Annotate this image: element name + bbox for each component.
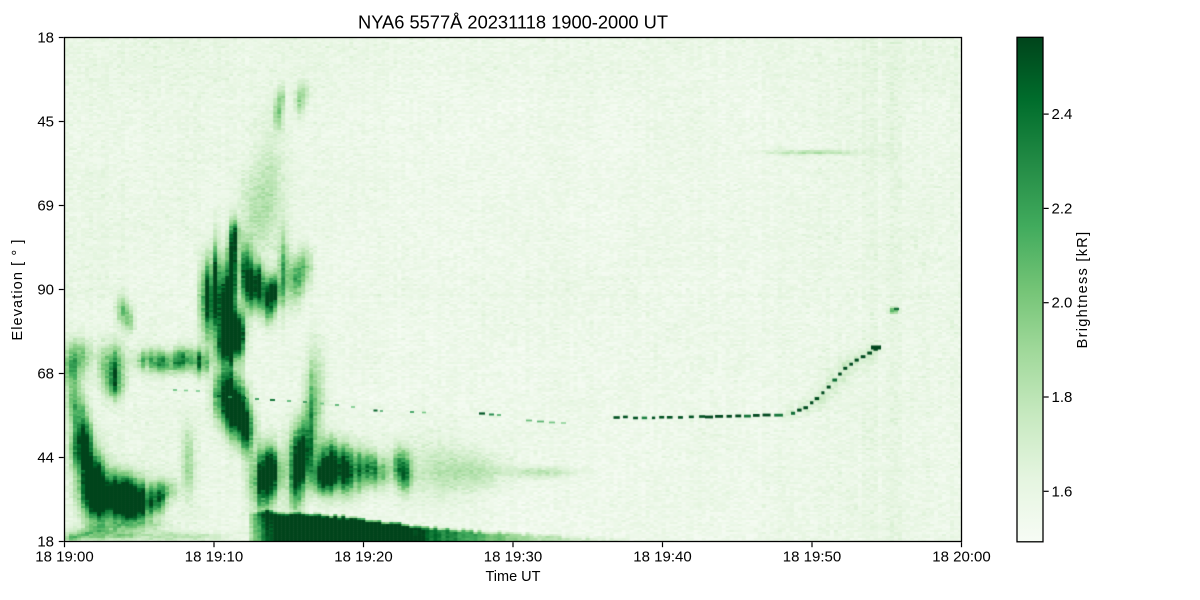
svg-text:1.8: 1.8 bbox=[1052, 389, 1073, 406]
svg-text:18 19:10: 18 19:10 bbox=[185, 549, 243, 566]
svg-text:Brightness [kR]: Brightness [kR] bbox=[1075, 231, 1091, 349]
svg-text:69: 69 bbox=[37, 198, 54, 215]
svg-text:Time UT: Time UT bbox=[485, 569, 540, 585]
svg-text:2.0: 2.0 bbox=[1052, 295, 1073, 312]
svg-text:18: 18 bbox=[37, 534, 54, 551]
svg-text:NYA6 5577Å 20231118 1900-2000: NYA6 5577Å 20231118 1900-2000 UT bbox=[358, 12, 668, 33]
svg-text:18 19:00: 18 19:00 bbox=[35, 549, 93, 566]
svg-text:2.2: 2.2 bbox=[1052, 200, 1073, 217]
svg-text:44: 44 bbox=[37, 450, 54, 467]
svg-text:18 19:40: 18 19:40 bbox=[633, 549, 691, 566]
svg-text:2.4: 2.4 bbox=[1052, 106, 1073, 123]
svg-text:1.6: 1.6 bbox=[1052, 483, 1073, 500]
svg-text:45: 45 bbox=[37, 114, 54, 131]
svg-text:18 19:20: 18 19:20 bbox=[334, 549, 392, 566]
svg-text:18: 18 bbox=[37, 30, 54, 47]
svg-text:18 19:50: 18 19:50 bbox=[783, 549, 841, 566]
svg-text:18 19:30: 18 19:30 bbox=[484, 549, 542, 566]
svg-text:68: 68 bbox=[37, 366, 54, 383]
svg-text:Elevation [ ° ]: Elevation [ ° ] bbox=[10, 238, 26, 340]
svg-text:18 20:00: 18 20:00 bbox=[932, 549, 990, 566]
svg-text:90: 90 bbox=[37, 282, 54, 299]
